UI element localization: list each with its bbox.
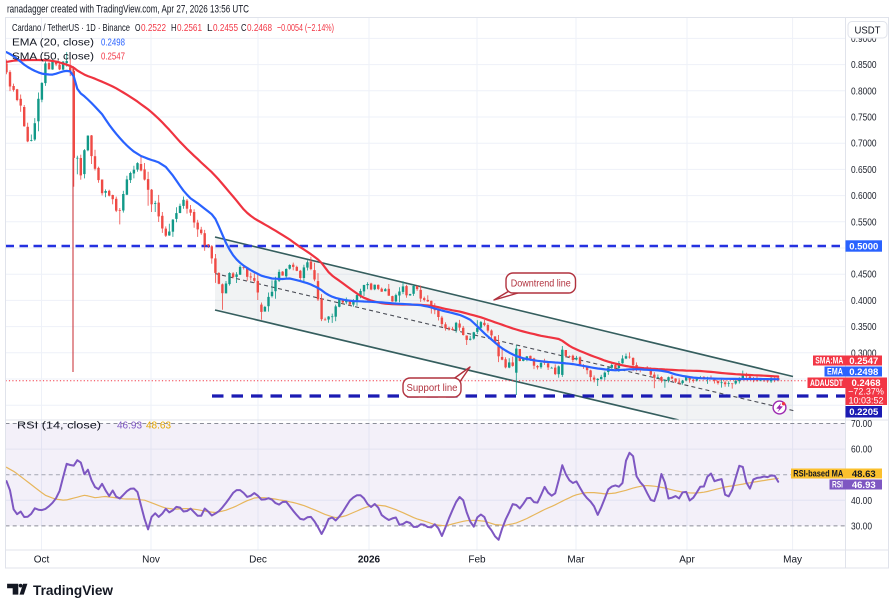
svg-text:May: May	[783, 555, 802, 566]
svg-text:40.00: 40.00	[851, 496, 872, 507]
svg-text:0.2205: 0.2205	[849, 407, 879, 418]
svg-text:EMA (20, close): EMA (20, close)	[12, 37, 94, 49]
svg-text:0.7500: 0.7500	[851, 113, 877, 124]
svg-text:0.5500: 0.5500	[851, 217, 877, 228]
svg-text:Oct: Oct	[34, 555, 50, 566]
svg-text:0.2561: 0.2561	[177, 22, 202, 34]
svg-text:ADAUSDT: ADAUSDT	[810, 378, 843, 388]
svg-text:0.2522: 0.2522	[141, 22, 166, 34]
svg-text:0.7000: 0.7000	[851, 139, 877, 150]
svg-text:0.3500: 0.3500	[851, 322, 877, 333]
svg-text:0.6000: 0.6000	[851, 191, 877, 202]
svg-text:0.2547: 0.2547	[849, 356, 878, 367]
svg-text:48.63: 48.63	[852, 469, 876, 480]
svg-text:Mar: Mar	[567, 555, 585, 566]
svg-text:0.2498: 0.2498	[849, 367, 878, 378]
svg-text:ranadagger created with Tradin: ranadagger created with TradingView.com,…	[7, 4, 249, 16]
svg-text:0.2498: 0.2498	[101, 37, 125, 49]
svg-text:0.2455: 0.2455	[213, 22, 238, 34]
svg-text:Downtrend line: Downtrend line	[511, 279, 571, 290]
svg-text:0.9000: 0.9000	[851, 34, 877, 45]
svg-text:USDT: USDT	[855, 26, 881, 37]
svg-text:48.63: 48.63	[146, 420, 171, 432]
svg-text:0.5000: 0.5000	[849, 241, 878, 252]
svg-text:C: C	[241, 22, 247, 34]
svg-text:Apr: Apr	[679, 555, 695, 566]
svg-text:46.93: 46.93	[852, 480, 876, 491]
svg-text:RSI: RSI	[832, 480, 843, 490]
svg-text:30.00: 30.00	[851, 521, 872, 532]
svg-text:H: H	[171, 22, 177, 34]
svg-text:RSI (14, close): RSI (14, close)	[17, 420, 101, 432]
svg-text:SMA:MA: SMA:MA	[815, 356, 843, 366]
svg-text:46.93: 46.93	[117, 420, 142, 432]
svg-text:0.4500: 0.4500	[851, 270, 877, 281]
svg-text:0.2547: 0.2547	[101, 51, 125, 63]
svg-text:10:03:52: 10:03:52	[848, 395, 883, 405]
svg-text:0.2468: 0.2468	[247, 22, 272, 34]
svg-text:0.8500: 0.8500	[851, 60, 877, 71]
svg-text:TradingView: TradingView	[33, 582, 113, 598]
svg-text:0.6500: 0.6500	[851, 165, 877, 176]
svg-text:SMA (50, close): SMA (50, close)	[12, 51, 94, 63]
svg-text:0.2468: 0.2468	[851, 378, 880, 389]
svg-text:2026: 2026	[358, 555, 381, 566]
svg-text:0.4000: 0.4000	[851, 296, 877, 307]
svg-text:Feb: Feb	[468, 555, 486, 566]
svg-text:Support line: Support line	[407, 383, 458, 394]
svg-text:−72.37%: −72.37%	[848, 387, 884, 397]
svg-text:EMA: EMA	[827, 367, 843, 377]
svg-text:O: O	[135, 22, 141, 34]
svg-text:60.00: 60.00	[851, 445, 872, 456]
svg-text:0.8000: 0.8000	[851, 86, 877, 97]
svg-text:−0.0054 (−2.14%): −0.0054 (−2.14%)	[277, 22, 334, 34]
svg-text:0.3000: 0.3000	[851, 348, 877, 359]
svg-text:Dec: Dec	[249, 555, 267, 566]
svg-text:Cardano / TetherUS · 1D · Bina: Cardano / TetherUS · 1D · Binance	[12, 22, 130, 34]
svg-text:RSI-based MA: RSI-based MA	[793, 469, 843, 479]
svg-text:70.00: 70.00	[851, 419, 872, 430]
svg-text:Nov: Nov	[142, 555, 160, 566]
svg-text:L: L	[207, 22, 213, 34]
